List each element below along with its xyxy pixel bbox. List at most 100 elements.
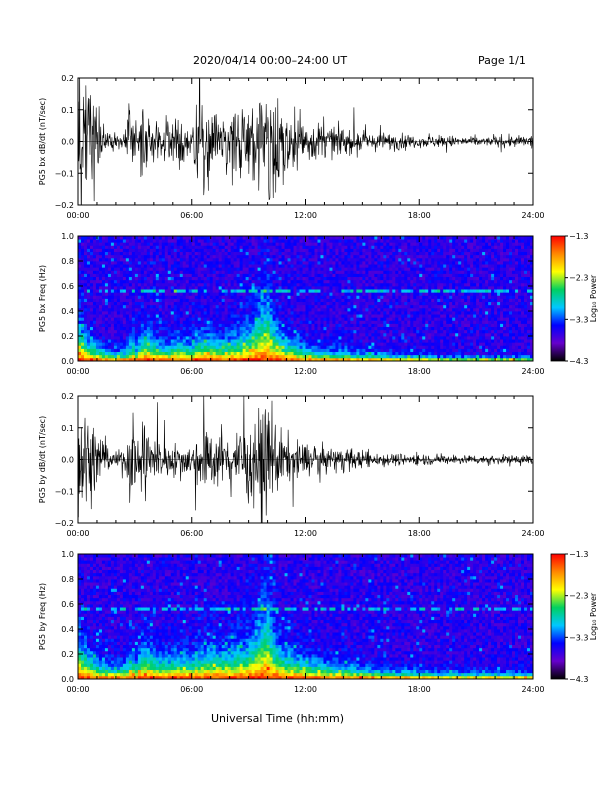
spectrogram-cell <box>365 251 369 256</box>
spectrogram-cell <box>176 301 181 306</box>
spectrogram-cell <box>122 276 127 281</box>
spectrogram-cell <box>272 307 276 312</box>
spectrogram-cell <box>338 239 342 243</box>
spectrogram-cell <box>293 314 297 318</box>
spectrogram-cell <box>78 295 82 299</box>
spectrogram-cell <box>362 320 366 324</box>
spectrogram-cell <box>110 301 115 306</box>
spectrogram-cell <box>380 248 384 253</box>
spectrogram-cell <box>101 307 106 312</box>
spectrogram-cell <box>95 245 100 249</box>
spectrogram-cell <box>224 336 229 340</box>
spectrogram-cell <box>158 326 163 331</box>
spectrogram-cell <box>401 320 405 324</box>
spectrogram-cell <box>320 354 324 359</box>
spectrogram-cell <box>233 261 238 265</box>
spectrogram-cell <box>110 270 115 274</box>
spectrogram-cell <box>434 286 438 290</box>
spectrogram-cell <box>197 332 202 337</box>
spectrogram-cell <box>110 261 115 265</box>
spectrogram-cell <box>194 336 199 340</box>
spectrogram-cell <box>212 261 217 265</box>
spectrogram-cell <box>203 267 208 271</box>
spectrogram-cell <box>179 351 184 356</box>
spectrogram-cell <box>278 257 282 262</box>
spectrogram-cell <box>374 317 378 321</box>
spectrogram-cell <box>443 336 447 340</box>
spectrogram-cell <box>401 279 405 284</box>
spectrogram-cell <box>89 307 94 312</box>
spectrogram-cell <box>347 286 351 290</box>
spectrogram-cell <box>170 329 175 334</box>
spectrogram-cell <box>353 295 357 299</box>
spectrogram-cell <box>263 320 267 324</box>
spectrogram-cell <box>368 239 372 243</box>
spectrogram-cell <box>251 326 256 331</box>
spectrogram-cell <box>293 295 297 299</box>
spectrogram-cell <box>158 332 163 337</box>
spectrogram-cell <box>233 326 238 331</box>
spectrogram-cell <box>155 298 160 303</box>
spectrogram-cell <box>392 317 396 321</box>
spectrogram-cell <box>389 236 393 240</box>
spectrogram-cell <box>197 298 202 303</box>
spectrogram-cell <box>416 273 420 278</box>
trace-line <box>78 78 533 205</box>
spectrogram-cell <box>284 245 288 249</box>
spectrogram-cell <box>200 345 205 349</box>
spectrogram-cell <box>356 326 360 331</box>
spectrogram-cell <box>92 317 97 321</box>
spectrogram-cell <box>101 257 106 262</box>
spectrogram-cell <box>203 354 208 359</box>
spectrogram-cell <box>242 348 247 353</box>
spectrogram-cell <box>227 339 232 343</box>
spectrogram-cell <box>416 329 420 334</box>
spectrogram-cell <box>227 311 232 315</box>
spectrogram-cell <box>368 317 372 321</box>
spectrogram-cell <box>164 332 169 337</box>
spectrogram-cell <box>98 254 103 259</box>
spectrogram-cell <box>146 257 151 262</box>
spectrogram-cell <box>347 317 351 321</box>
spectrogram-cell <box>176 342 181 346</box>
spectrogram-cell <box>131 292 136 296</box>
spectrogram-cell <box>215 301 220 306</box>
spectrogram-cell <box>212 345 217 349</box>
spectrogram-cell <box>287 292 291 296</box>
spectrogram-cell <box>362 329 366 334</box>
spectrogram-cell <box>320 276 324 281</box>
spectrogram-cell <box>245 354 250 359</box>
spectrogram-cell <box>164 342 169 346</box>
spectrogram-cell <box>296 342 300 346</box>
spectrogram-cell <box>230 326 235 331</box>
spectrogram-cell <box>320 348 324 353</box>
spectrogram-cell <box>293 248 297 253</box>
spectrogram-cell <box>407 295 411 299</box>
spectrogram-cell <box>272 261 276 265</box>
spectrogram-cell <box>233 342 238 346</box>
spectrogram-cell <box>332 311 336 315</box>
spectrogram-cell <box>78 264 82 268</box>
spectrogram-cell <box>131 323 136 328</box>
spectrogram-cell <box>119 348 124 353</box>
spectrogram-cell <box>428 329 432 334</box>
spectrogram-cell <box>407 267 411 271</box>
spectrogram-cell <box>161 336 166 340</box>
spectrogram-cell <box>164 298 169 303</box>
spectrogram-cell <box>407 332 411 337</box>
spectrogram-cell <box>413 245 417 249</box>
spectrogram-cell <box>155 292 160 296</box>
spectrogram-cell <box>434 273 438 278</box>
spectrogram-cell <box>230 304 235 309</box>
spectrogram-cell <box>317 292 321 296</box>
spectrogram-cell <box>344 357 348 362</box>
spectrogram-cell <box>182 351 187 356</box>
spectrogram-cell <box>248 236 253 240</box>
spectrogram-cell <box>119 329 124 334</box>
spectrogram-cell <box>203 248 208 253</box>
spectrogram-cell <box>302 311 306 315</box>
spectrogram-cell <box>104 273 109 278</box>
spectrogram-cell <box>146 351 151 356</box>
spectrogram-cell <box>314 270 318 274</box>
